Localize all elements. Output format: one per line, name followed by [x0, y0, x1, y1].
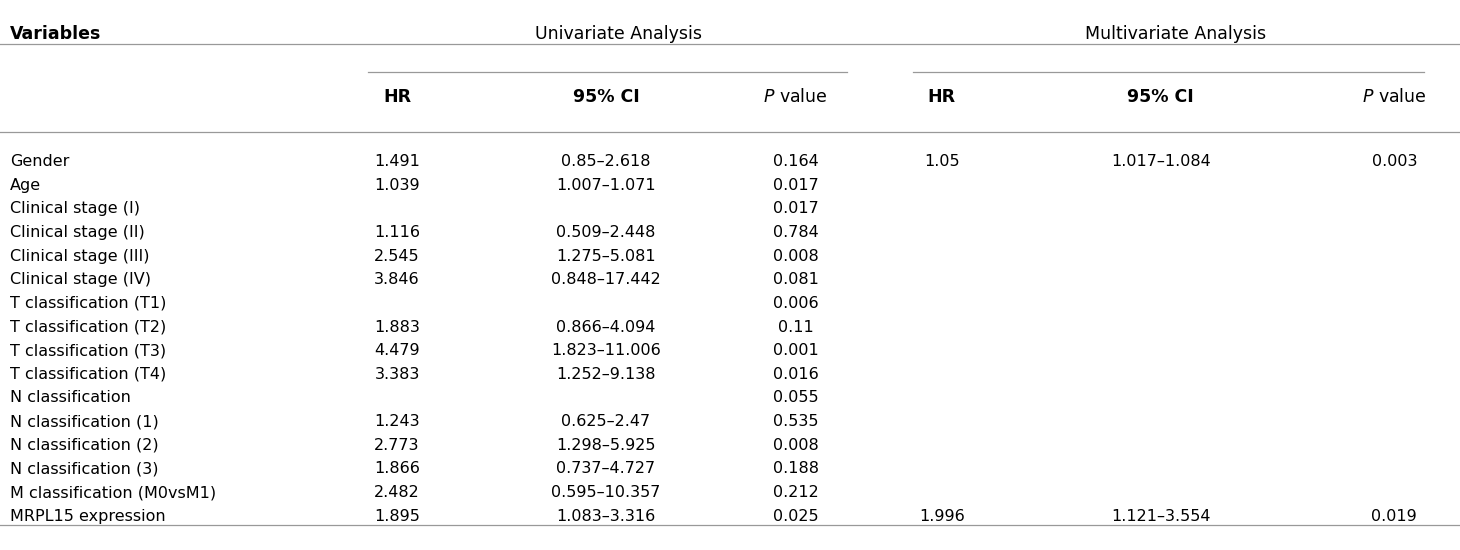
- Text: 1.298–5.925: 1.298–5.925: [556, 438, 656, 453]
- Text: 2.773: 2.773: [374, 438, 420, 453]
- Text: 0.006: 0.006: [772, 296, 819, 311]
- Text: 2.545: 2.545: [374, 249, 420, 263]
- Text: 1.243: 1.243: [374, 414, 420, 429]
- Text: T classification (T2): T classification (T2): [10, 320, 166, 334]
- Text: Clinical stage (III): Clinical stage (III): [10, 249, 150, 263]
- Text: 0.784: 0.784: [772, 225, 819, 240]
- Text: 0.025: 0.025: [772, 509, 819, 524]
- Text: 1.866: 1.866: [374, 461, 420, 476]
- Text: 4.479: 4.479: [374, 343, 420, 358]
- Text: N classification: N classification: [10, 390, 131, 405]
- Text: Univariate Analysis: Univariate Analysis: [534, 25, 702, 43]
- Text: Variables: Variables: [10, 25, 102, 43]
- Text: 0.509–2.448: 0.509–2.448: [556, 225, 656, 240]
- Text: N classification (1): N classification (1): [10, 414, 159, 429]
- Text: HR: HR: [383, 88, 412, 106]
- Text: 0.188: 0.188: [772, 461, 819, 476]
- Text: N classification (3): N classification (3): [10, 461, 159, 476]
- Text: 1.883: 1.883: [374, 320, 420, 334]
- Text: 1.116: 1.116: [374, 225, 420, 240]
- Text: 0.016: 0.016: [772, 367, 819, 382]
- Text: 0.055: 0.055: [772, 390, 819, 405]
- Text: 95% CI: 95% CI: [572, 88, 639, 106]
- Text: HR: HR: [927, 88, 956, 106]
- Text: T classification (T1): T classification (T1): [10, 296, 166, 311]
- Text: 1.252–9.138: 1.252–9.138: [556, 367, 656, 382]
- Text: 1.007–1.071: 1.007–1.071: [556, 178, 656, 192]
- Text: 1.017–1.084: 1.017–1.084: [1111, 154, 1210, 169]
- Text: 0.85–2.618: 0.85–2.618: [561, 154, 651, 169]
- Text: 1.895: 1.895: [374, 509, 420, 524]
- Text: 0.008: 0.008: [772, 249, 819, 263]
- Text: 0.737–4.727: 0.737–4.727: [556, 461, 656, 476]
- Text: 0.595–10.357: 0.595–10.357: [552, 485, 660, 500]
- Text: 0.017: 0.017: [772, 201, 819, 216]
- Text: 1.039: 1.039: [374, 178, 420, 192]
- Text: 0.848–17.442: 0.848–17.442: [550, 272, 661, 287]
- Text: Clinical stage (II): Clinical stage (II): [10, 225, 145, 240]
- Text: 0.11: 0.11: [778, 320, 813, 334]
- Text: 1.05: 1.05: [924, 154, 959, 169]
- Text: 2.482: 2.482: [374, 485, 420, 500]
- Text: 0.019: 0.019: [1371, 509, 1418, 524]
- Text: 0.866–4.094: 0.866–4.094: [556, 320, 656, 334]
- Text: N classification (2): N classification (2): [10, 438, 159, 453]
- Text: 1.491: 1.491: [374, 154, 420, 169]
- Text: 0.212: 0.212: [772, 485, 819, 500]
- Text: 3.383: 3.383: [374, 367, 420, 382]
- Text: $\bf{\it{P}}$ value: $\bf{\it{P}}$ value: [1362, 88, 1426, 106]
- Text: T classification (T4): T classification (T4): [10, 367, 166, 382]
- Text: Gender: Gender: [10, 154, 70, 169]
- Text: 1.121–3.554: 1.121–3.554: [1111, 509, 1210, 524]
- Text: 1.823–11.006: 1.823–11.006: [550, 343, 661, 358]
- Text: 3.846: 3.846: [374, 272, 420, 287]
- Text: 1.083–3.316: 1.083–3.316: [556, 509, 656, 524]
- Text: 1.996: 1.996: [918, 509, 965, 524]
- Text: $\bf{\it{P}}$ value: $\bf{\it{P}}$ value: [764, 88, 828, 106]
- Text: 0.008: 0.008: [772, 438, 819, 453]
- Text: T classification (T3): T classification (T3): [10, 343, 166, 358]
- Text: 0.003: 0.003: [1371, 154, 1418, 169]
- Text: 0.017: 0.017: [772, 178, 819, 192]
- Text: Clinical stage (I): Clinical stage (I): [10, 201, 140, 216]
- Text: 1.275–5.081: 1.275–5.081: [556, 249, 656, 263]
- Text: 0.081: 0.081: [772, 272, 819, 287]
- Text: 0.535: 0.535: [772, 414, 819, 429]
- Text: 0.625–2.47: 0.625–2.47: [561, 414, 651, 429]
- Text: Multivariate Analysis: Multivariate Analysis: [1085, 25, 1266, 43]
- Text: MRPL15 expression: MRPL15 expression: [10, 509, 166, 524]
- Text: 0.164: 0.164: [772, 154, 819, 169]
- Text: M classification (M0vsM1): M classification (M0vsM1): [10, 485, 216, 500]
- Text: 95% CI: 95% CI: [1127, 88, 1194, 106]
- Text: 0.001: 0.001: [772, 343, 819, 358]
- Text: Clinical stage (IV): Clinical stage (IV): [10, 272, 152, 287]
- Text: Age: Age: [10, 178, 41, 192]
